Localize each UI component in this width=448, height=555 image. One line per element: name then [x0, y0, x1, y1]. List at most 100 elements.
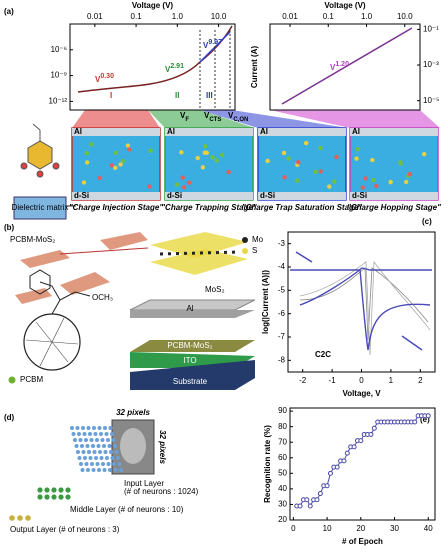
label: (b) [4, 223, 15, 232]
input-neuron [119, 468, 123, 472]
particle [210, 154, 215, 160]
label: -3 [278, 239, 286, 248]
particle [113, 165, 118, 170]
particle [265, 158, 270, 164]
label: Al [260, 127, 268, 136]
arrow [59, 247, 149, 255]
input-neuron [113, 444, 117, 448]
middle-neuron [58, 487, 64, 493]
annotation-sup: 1.20 [335, 61, 349, 68]
layer-al-side [130, 310, 255, 318]
label: 10⁻³ [423, 60, 439, 69]
particle [174, 182, 180, 187]
annotation-text: V [165, 65, 171, 74]
label: 0.1 [323, 12, 335, 21]
particle [332, 179, 337, 184]
particle [370, 157, 375, 163]
label: 20 [278, 515, 287, 524]
annotation-text: II [175, 91, 179, 100]
label: Al [74, 127, 82, 136]
particle [374, 183, 379, 189]
label: ITO [183, 356, 196, 365]
label: 1.0 [172, 12, 184, 21]
label: 30 [390, 524, 399, 533]
input-neuron [95, 462, 100, 466]
middle-neuron [58, 494, 64, 500]
point [307, 503, 313, 509]
input-neuron [116, 456, 120, 460]
particle [403, 179, 409, 185]
particle [84, 151, 89, 156]
label: (d) [4, 413, 15, 422]
input-neuron [88, 456, 93, 460]
particle [360, 185, 365, 190]
point [341, 458, 347, 464]
input-neuron [103, 426, 107, 430]
input-neuron [102, 444, 106, 448]
input-neuron [70, 426, 74, 430]
input-neuron [81, 450, 86, 454]
point [344, 450, 350, 456]
input-neuron [94, 456, 98, 460]
bottom-electrode [258, 192, 346, 200]
label: Al [186, 304, 193, 313]
middle-neuron [65, 487, 71, 493]
input-neuron [84, 438, 88, 442]
label: 32 pixels [116, 408, 150, 417]
label: MoS₂ [205, 285, 225, 294]
label: -1 [329, 376, 337, 385]
point [412, 419, 418, 425]
annotation-text: V [330, 63, 336, 72]
point [425, 413, 431, 419]
iv-curve [77, 25, 233, 93]
input-neuron [102, 468, 107, 472]
label: 40 [278, 484, 287, 493]
annotation: VCTS [204, 111, 221, 122]
annotation: VC,ON [228, 111, 248, 122]
input-neuron [78, 438, 83, 442]
particle [286, 156, 291, 161]
particle [355, 146, 361, 152]
middle-neuron [51, 494, 57, 500]
label: 1.0 [361, 12, 373, 21]
particle [226, 169, 231, 175]
particle [281, 150, 287, 156]
input-neuron [88, 432, 92, 436]
middle-neuron [44, 487, 50, 493]
input-neuron [104, 432, 109, 436]
annotation: V2.91 [165, 63, 184, 74]
input-neuron [79, 462, 83, 466]
input-neuron [111, 438, 116, 442]
annotation-sub: CTS [209, 117, 221, 123]
label: 10⁻¹² [49, 97, 68, 106]
label: -5 [278, 285, 286, 294]
particle [200, 165, 206, 170]
top-electrode [350, 128, 438, 136]
label: Current (A) [250, 46, 259, 89]
stage-box [71, 127, 161, 201]
label: Recognition rate (%) [263, 425, 272, 503]
input-neuron [91, 444, 95, 448]
input-neuron [80, 444, 84, 448]
input-neuron [107, 444, 112, 448]
label: 10⁻¹ [423, 24, 439, 33]
flakes [15, 232, 148, 304]
point [371, 425, 377, 431]
chain [39, 281, 91, 315]
label: Al [167, 127, 175, 136]
input-neuron [77, 432, 81, 436]
particle [327, 184, 332, 189]
input-neuron [83, 456, 87, 460]
input-neuron [99, 456, 104, 460]
particle [186, 180, 192, 185]
label: 32 pixels [158, 430, 167, 464]
particle [125, 143, 131, 148]
plot-frame [269, 23, 421, 111]
label: 10.0 [211, 12, 227, 21]
input-neuron [76, 450, 80, 454]
input-neuron [106, 462, 111, 466]
label: "Charge Trap Saturation Stage" [242, 203, 363, 212]
particle [313, 169, 318, 174]
annotation: V1.20 [330, 61, 349, 72]
point [314, 497, 320, 503]
